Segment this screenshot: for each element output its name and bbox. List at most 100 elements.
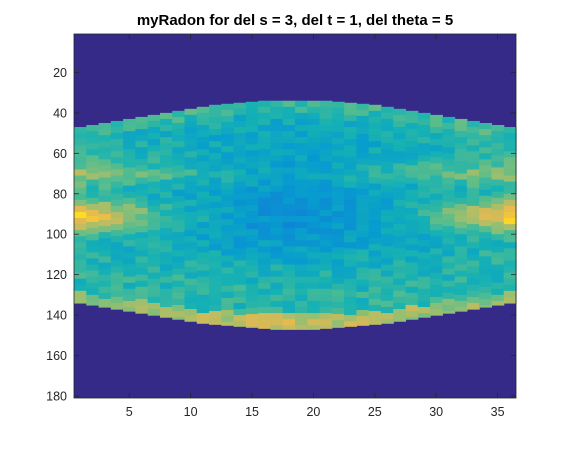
heatmap-cell [356,255,370,263]
heatmap-cell [356,164,370,172]
heatmap-cell [430,248,443,256]
heatmap-cell [442,177,456,185]
heatmap-cell [331,217,345,224]
heatmap-cell [245,247,259,255]
heatmap-cell [331,326,345,328]
heatmap-cell [74,181,87,189]
heatmap-cell [123,179,136,187]
heatmap-cell [454,264,468,272]
heatmap-cell [368,292,382,300]
heatmap-cell [356,170,370,178]
heatmap-cell [159,294,173,302]
heatmap-cell [491,258,505,266]
heatmap-cell [233,133,247,140]
heatmap-cell [221,212,235,220]
heatmap-cell [184,230,198,237]
heatmap-cell [466,139,480,146]
heatmap-cell [356,109,370,117]
heatmap-cell [209,304,222,312]
heatmap-cell [295,276,308,284]
heatmap-cell [74,266,87,274]
heatmap-cell [479,213,493,221]
heatmap-cell [380,216,394,223]
heatmap-cell [270,246,284,253]
heatmap-cell [184,224,198,231]
heatmap-cell [184,163,198,171]
heatmap-cell [258,246,272,253]
heatmap-cell [147,151,161,158]
heatmap-cell [466,157,480,165]
heatmap-cell [147,157,161,165]
heatmap-cell [258,137,272,144]
heatmap-cell [147,205,161,213]
heatmap-cell [319,203,333,211]
heatmap-cell [405,274,419,282]
heatmap-cell [442,201,456,209]
heatmap-cell [442,122,456,130]
heatmap-cell [209,292,222,300]
heatmap-cell [356,182,370,190]
heatmap-cell [221,121,235,129]
heatmap-cell [184,120,198,128]
heatmap-cell [196,264,210,272]
heatmap-cell [184,157,198,165]
heatmap-cell [270,137,284,144]
heatmap-cell [380,203,394,211]
heatmap-cell [258,112,272,120]
heatmap-cell [319,228,333,235]
heatmap-cell [319,185,333,193]
heatmap-cell [491,288,505,296]
heatmap-cell [466,272,480,280]
heatmap-cell [196,185,210,193]
heatmap-cell [245,144,259,151]
heatmap-cell [147,139,161,146]
heatmap-cell [319,155,333,162]
heatmap-cell [344,175,357,183]
heatmap-cell [209,201,222,209]
heatmap-cell [405,311,419,318]
heatmap-cell [233,127,247,134]
y-tick-label: 180 [46,389,67,403]
heatmap-cell [196,270,210,278]
heatmap-cell [368,298,382,306]
heatmap-cell [454,307,468,312]
heatmap-cell [159,125,173,132]
heatmap-cell [172,110,186,118]
heatmap-cell [393,181,407,189]
heatmap-cell [503,296,517,304]
heatmap-cell [110,181,124,189]
heatmap-cell [405,189,419,197]
heatmap-cell [270,240,284,247]
heatmap-cell [295,264,308,272]
heatmap-cell [331,253,345,261]
heatmap-cell [442,171,456,179]
heatmap-cell [442,213,456,221]
heatmap-cell [295,197,308,205]
heatmap-cell [209,274,222,282]
heatmap-cell [442,207,456,215]
heatmap-cell [491,131,505,138]
heatmap-cell [270,191,284,199]
heatmap-cell [344,272,357,280]
heatmap-cell [98,268,112,276]
heatmap-cell [209,147,222,154]
heatmap-cell [86,270,100,278]
heatmap-cell [74,205,87,213]
heatmap-cell [380,197,394,205]
heatmap-cell [356,103,370,111]
heatmap-cell [172,256,186,264]
heatmap-cell [405,232,419,239]
heatmap-cell [159,300,173,308]
heatmap-cell [270,282,284,290]
heatmap-cell [209,153,222,160]
heatmap-cell [417,258,431,266]
heatmap-cell [123,222,136,229]
heatmap-cell [258,276,272,284]
heatmap-cell [74,284,87,292]
heatmap-cell [430,205,443,213]
heatmap-cell [491,161,505,169]
heatmap-cell [430,187,443,195]
heatmap-cell [86,155,100,162]
heatmap-cell [295,294,308,302]
heatmap-cell [110,205,124,213]
